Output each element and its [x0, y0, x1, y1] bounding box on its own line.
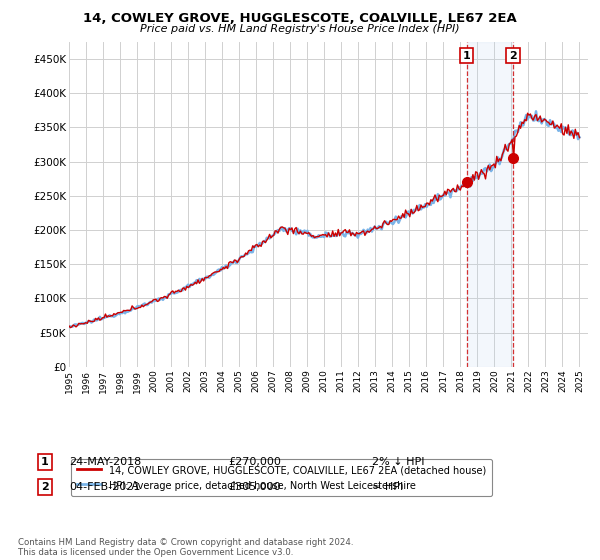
Text: Contains HM Land Registry data © Crown copyright and database right 2024.
This d: Contains HM Land Registry data © Crown c… [18, 538, 353, 557]
Text: 14, COWLEY GROVE, HUGGLESCOTE, COALVILLE, LE67 2EA: 14, COWLEY GROVE, HUGGLESCOTE, COALVILLE… [83, 12, 517, 25]
Text: 24-MAY-2018: 24-MAY-2018 [69, 457, 141, 467]
Bar [467, 42, 513, 367]
Text: £270,000: £270,000 [228, 457, 281, 467]
Text: £305,000: £305,000 [228, 482, 281, 492]
Text: 1: 1 [41, 457, 49, 467]
Text: 2: 2 [41, 482, 49, 492]
Text: 2: 2 [509, 50, 517, 60]
Text: Price paid vs. HM Land Registry's House Price Index (HPI): Price paid vs. HM Land Registry's House … [140, 24, 460, 34]
Legend: 14, COWLEY GROVE, HUGGLESCOTE, COALVILLE, LE67 2EA (detached house), HPI: Averag: 14, COWLEY GROVE, HUGGLESCOTE, COALVILLE… [71, 459, 492, 496]
Text: 04-FEB-2021: 04-FEB-2021 [69, 482, 140, 492]
Text: 1: 1 [463, 50, 471, 60]
Text: 2% ↓ HPI: 2% ↓ HPI [372, 457, 425, 467]
Text: ≈ HPI: ≈ HPI [372, 482, 403, 492]
